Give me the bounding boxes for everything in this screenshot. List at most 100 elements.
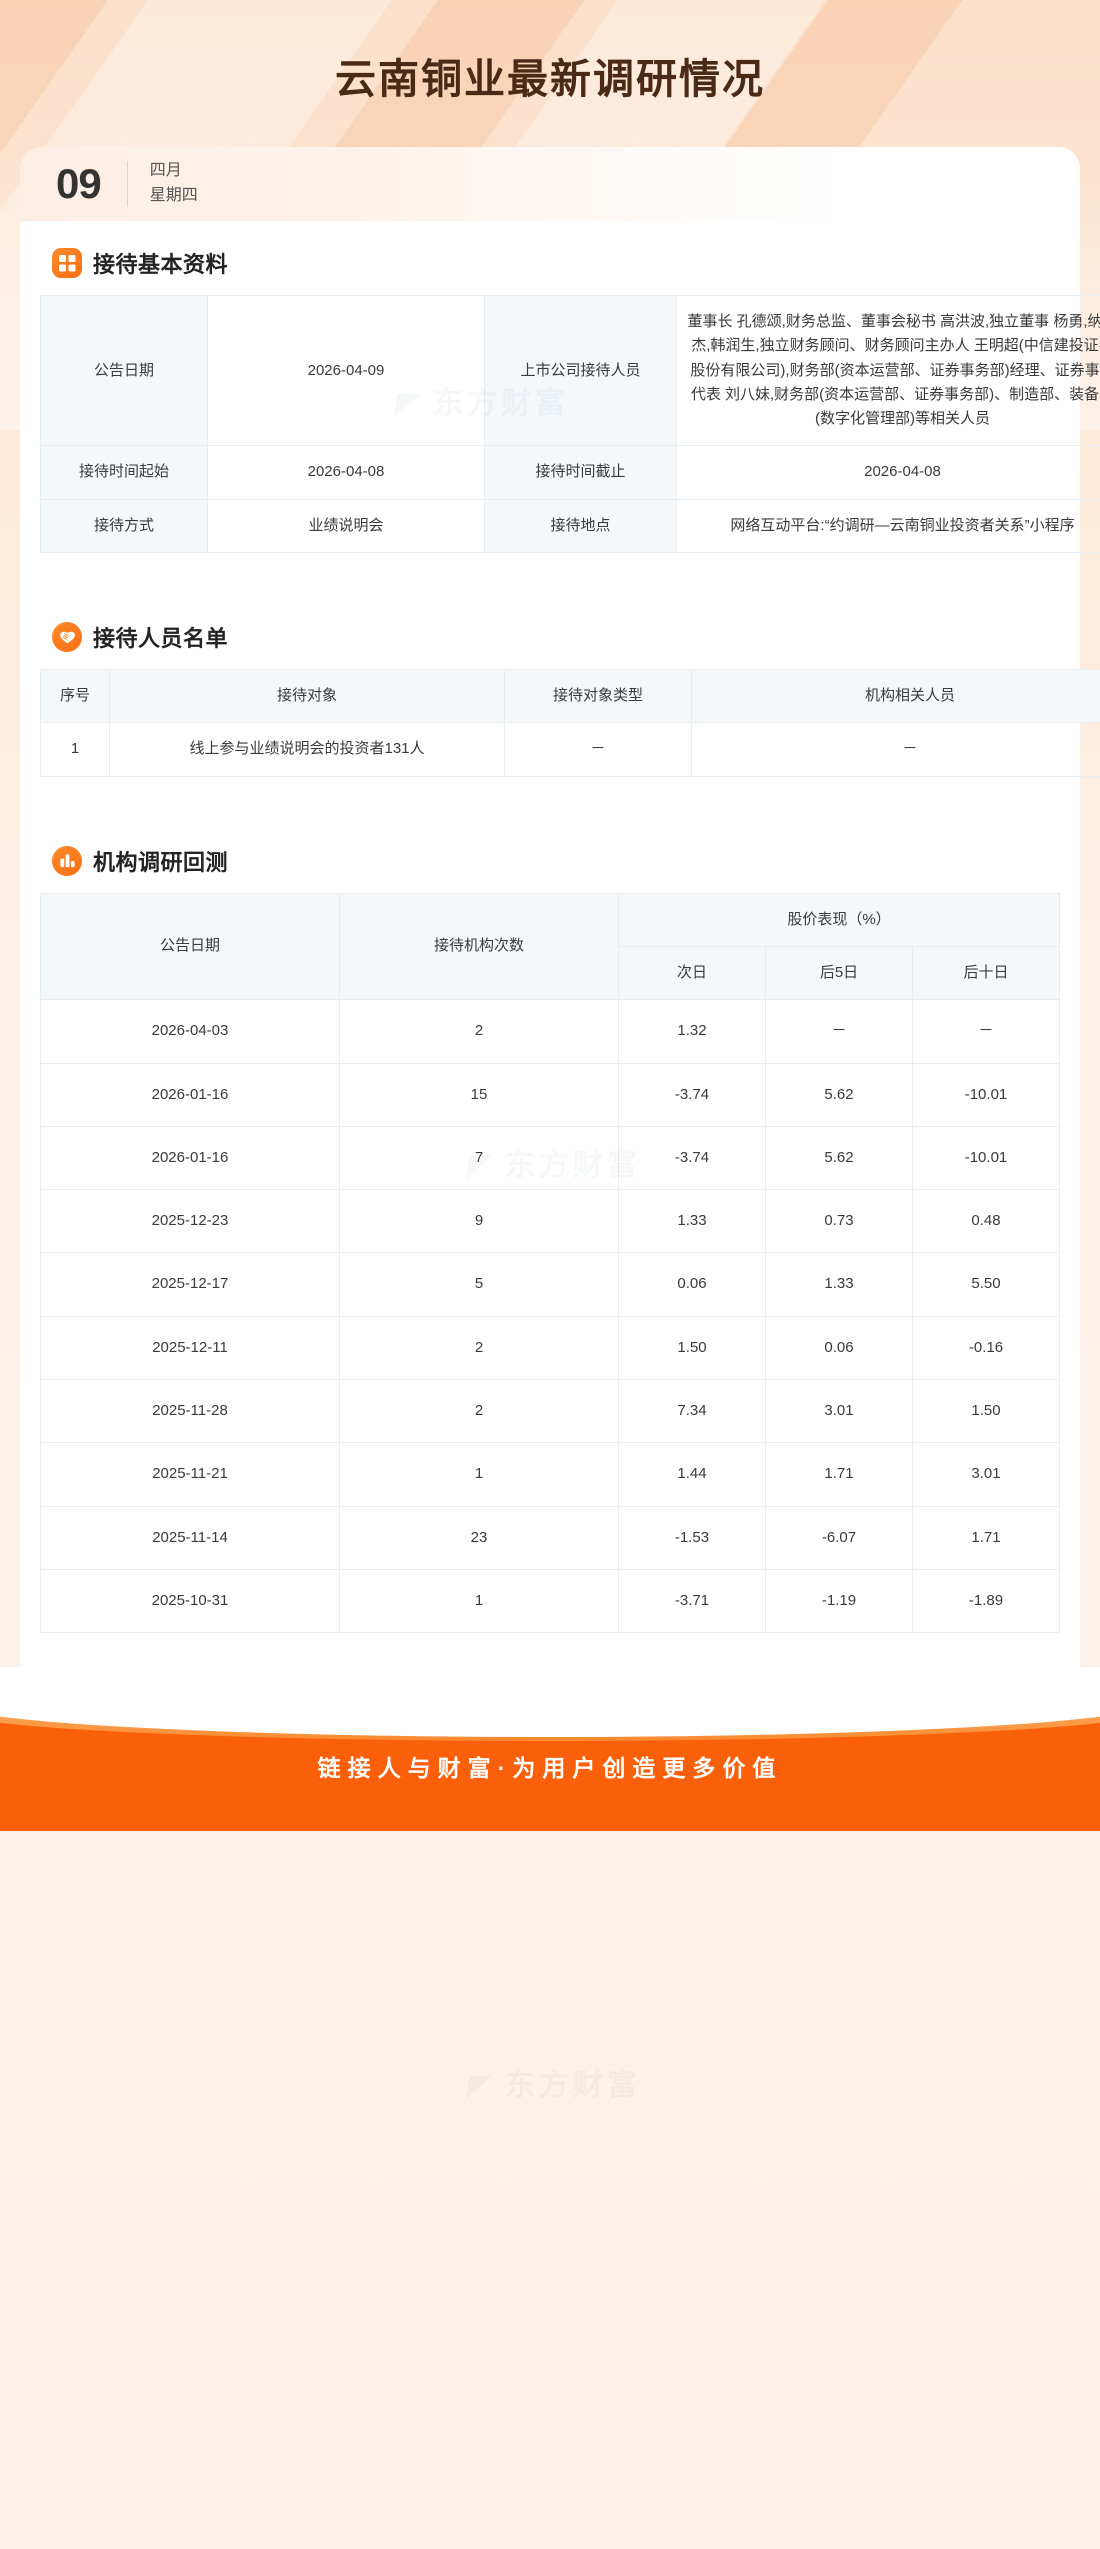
watermark-mark: ◤ (465, 2069, 498, 2102)
page-footer: 链接人与财富·为用户创造更多价值 (0, 1667, 1100, 1832)
table-row: 2025-12-23 9 1.33 0.73 0.48 (40, 1189, 1060, 1254)
backtest-table: 公告日期 接待机构次数 股价表现（%） 次日 后5日 后十日 2026-04-0… (40, 892, 1060, 1634)
section-roster: 接待人员名单 序号 接待对象 接待对象类型 机构相关人员 1 线上参与业绩说明会… (20, 595, 1100, 777)
cell-label: 接待地点 (484, 498, 677, 554)
cell-count: 7 (339, 1125, 619, 1191)
cell-next-day: 0.06 (618, 1252, 766, 1317)
cell-date: 2025-11-14 (40, 1505, 340, 1570)
table-row: 2025-11-14 23 -1.53 -6.07 1.71 (40, 1505, 1060, 1570)
date-weekday: 星期四 (149, 187, 198, 204)
content-sheet: 09 四月 星期四 接待基本资料 (20, 147, 1100, 1702)
cell-value: 网络互动平台:“约调研—云南铜业投资者关系”小程序 (676, 498, 1100, 554)
section-backtest: 机构调研回测 公告日期 接待机构次数 股价表现（%） 次日 后5日 后十日 (20, 819, 1080, 1634)
cell-date: 2025-12-11 (40, 1315, 340, 1381)
cell-index: 1 (40, 722, 110, 777)
grid-icon (52, 248, 82, 278)
watermark: ◤东方财富 (465, 2060, 642, 2104)
cell-next-day: 1.33 (618, 1189, 766, 1254)
table-header-row: 公告日期 接待机构次数 股价表现（%） (40, 892, 1060, 1001)
cell-value: 2026-04-08 (207, 445, 485, 500)
cell-after10: 1.50 (912, 1379, 1060, 1444)
cell-after5: 1.71 (765, 1442, 913, 1507)
column-header-count: 接待机构次数 (339, 892, 619, 1001)
table-row: 2026-01-16 7 -3.74 5.62 -10.01 (40, 1125, 1060, 1191)
cell-after5: -6.07 (765, 1505, 913, 1570)
table-row: 2025-11-21 1 1.44 1.71 3.01 (40, 1442, 1060, 1507)
cell-label: 接待时间截止 (484, 445, 677, 500)
cell-date: 2025-12-23 (40, 1189, 340, 1254)
date-divider (126, 161, 128, 207)
cell-count: 2 (339, 999, 619, 1064)
date-meta: 四月 星期四 (150, 159, 198, 209)
cell-value: 业绩说明会 (207, 498, 485, 554)
cell-after10: － (912, 999, 1060, 1064)
cell-date: 2025-10-31 (40, 1568, 340, 1634)
cell-after10: -10.01 (912, 1062, 1060, 1127)
backtest-rows: 2026-04-03 2 1.32 － － 2026-01-16 15 -3.7… (40, 999, 1060, 1634)
cell-after10: -1.89 (912, 1568, 1060, 1634)
cell-after5: 5.62 (765, 1125, 913, 1191)
cell-target: 线上参与业绩说明会的投资者131人 (109, 722, 505, 777)
cell-count: 15 (339, 1062, 619, 1127)
cell-next-day: 1.44 (618, 1442, 766, 1507)
section-title: 机构调研回测 (93, 849, 229, 875)
basic-info-table: 公告日期 2026-04-09 上市公司接待人员 董事长 孔德颂,财务总监、董事… (40, 294, 1100, 554)
section-title: 接待基本资料 (93, 252, 229, 277)
column-header: 接待对象类型 (504, 669, 692, 724)
cell-after5: 0.73 (765, 1189, 913, 1254)
cell-date: 2025-11-21 (40, 1442, 340, 1507)
cell-after10: 5.50 (912, 1252, 1060, 1317)
cell-count: 23 (339, 1505, 619, 1570)
cell-after5: － (765, 999, 913, 1064)
table-row: 接待方式 业绩说明会 接待地点 网络互动平台:“约调研—云南铜业投资者关系”小程… (40, 498, 1100, 554)
cell-label: 上市公司接待人员 (484, 294, 677, 447)
column-header: 接待对象 (109, 669, 505, 724)
cell-date: 2026-01-16 (40, 1062, 340, 1127)
cell-after10: 3.01 (912, 1442, 1060, 1507)
section-title: 接待人员名单 (93, 626, 229, 652)
date-day: 09 (56, 160, 102, 207)
cell-count: 2 (339, 1379, 619, 1444)
table-row: 2025-10-31 1 -3.71 -1.19 -1.89 (40, 1568, 1060, 1634)
cell-next-day: 1.32 (618, 999, 766, 1064)
cell-value: 董事长 孔德颂,财务总监、董事会秘书 高洪波,独立董事 杨勇,纳鹏杰,韩润生,独… (676, 294, 1100, 447)
page-title: 云南铜业最新调研情况 (335, 56, 765, 102)
cell-date: 2025-11-28 (40, 1379, 340, 1444)
cell-after5: 3.01 (765, 1379, 913, 1444)
table-row: 2025-12-11 2 1.50 0.06 -0.16 (40, 1315, 1060, 1381)
section-header-roster: 接待人员名单 (40, 595, 1060, 669)
section-header-basic-info: 接待基本资料 (40, 221, 1060, 295)
cell-label: 接待时间起始 (40, 445, 208, 500)
cell-org-person: － (691, 722, 1100, 777)
cell-label: 接待方式 (40, 498, 208, 554)
column-header-date: 公告日期 (40, 892, 340, 1001)
cell-after5: 0.06 (765, 1315, 913, 1381)
section-header-backtest: 机构调研回测 (40, 819, 1060, 893)
column-header: 序号 (40, 669, 110, 724)
table-row: 2025-11-28 2 7.34 3.01 1.50 (40, 1379, 1060, 1444)
cell-next-day: 7.34 (618, 1379, 766, 1444)
column-header-group: 股价表现（%） (618, 892, 1060, 947)
table-header-row: 序号 接待对象 接待对象类型 机构相关人员 (40, 669, 1100, 724)
cell-after5: -1.19 (765, 1568, 913, 1634)
table-row: 2026-04-03 2 1.32 － － (40, 999, 1060, 1064)
cell-value: 2026-04-08 (676, 445, 1100, 500)
cell-next-day: 1.50 (618, 1315, 766, 1381)
column-header-after10: 后十日 (912, 945, 1060, 1001)
footer-slogan: 链接人与财富·为用户创造更多价值 (317, 1755, 783, 1782)
cell-after10: 1.71 (912, 1505, 1060, 1570)
handshake-icon (52, 622, 82, 653)
cell-count: 5 (339, 1252, 619, 1317)
date-month: 四月 (149, 162, 182, 180)
cell-next-day: -3.74 (618, 1062, 766, 1127)
bar-chart-icon (52, 845, 82, 876)
cell-next-day: -3.74 (618, 1125, 766, 1191)
date-block: 09 四月 星期四 (20, 147, 1080, 221)
cell-next-day: -1.53 (618, 1505, 766, 1570)
watermark-text: 东方财富 (505, 2069, 642, 2102)
cell-after5: 5.62 (765, 1062, 913, 1127)
cell-date: 2025-12-17 (40, 1252, 340, 1317)
roster-table: 序号 接待对象 接待对象类型 机构相关人员 1 线上参与业绩说明会的投资者131… (40, 669, 1100, 777)
cell-next-day: -3.71 (618, 1568, 766, 1634)
